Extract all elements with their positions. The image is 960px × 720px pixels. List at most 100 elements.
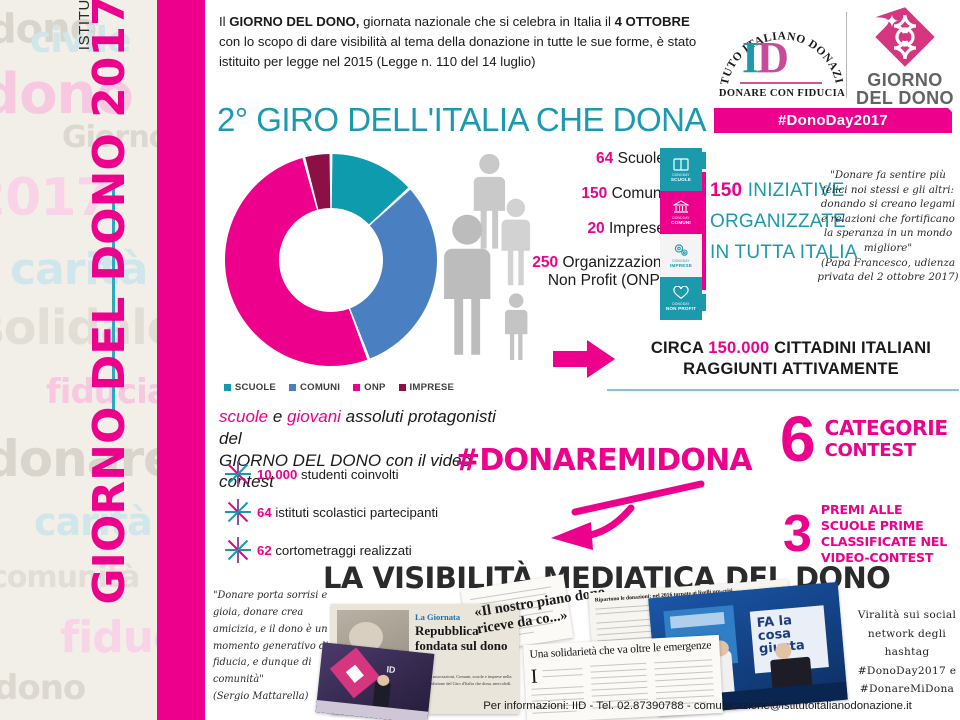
gdd-line-2: DEL DONO: [856, 87, 954, 108]
three-line-2: CLASSIFICATE NEL VIDEO-CONTEST: [820, 534, 948, 566]
poster-title: GIORNO DEL DONO 2017: [84, 0, 135, 605]
stat-number: 150: [581, 184, 608, 202]
six-line-1: CATEGORIE: [824, 415, 948, 440]
iid-arc-text: ISTITUTO ITALIANO DONAZIONE: [718, 6, 844, 86]
viralita-line-1: Viralità sui social: [857, 609, 957, 621]
mattarella-quote: "Donare porta sorrisi e gioia, donare cr…: [213, 588, 331, 706]
bullet-item: 64 istituti scolastici partecipanti: [223, 493, 523, 531]
stat-number: 20: [587, 219, 605, 237]
stat-number: 64: [596, 150, 614, 167]
sidebar-watermark-texture: dono civile dono Giorno 2017 carità soli…: [0, 5, 205, 708]
mattarella-quote-text: "Donare porta sorrisi e gioia, donare cr…: [213, 590, 329, 686]
iniziative-bar-bottom: [702, 294, 706, 311]
asterisk-star-icon: [223, 497, 257, 527]
donut-chart: SCUOLE COMUNI ONP IMPRESE: [213, 148, 465, 406]
six-categories-block: 6 CATEGORIE CONTEST: [780, 403, 948, 475]
bullet-text: 62 cortometraggi realizzati: [257, 542, 412, 558]
intro-segment: con lo scopo di dare visibilità al tema …: [219, 34, 697, 70]
legend-swatch: [289, 384, 297, 391]
circa-line-2: RAGGIUNTI ATTIVAMENTE: [683, 359, 899, 378]
badge-name-label: COMUNI: [671, 220, 691, 225]
intro-paragraph: Il GIORNO DEL DONO, giornata nazionale c…: [219, 12, 699, 72]
hashtag-donaremidona: #DONAREMIDONA: [455, 443, 753, 478]
scuole-highlight-1: scuole: [219, 407, 269, 426]
bullet-text: 64 istituti scolastici partecipanti: [257, 504, 439, 520]
iniziative-bar-middle: [702, 172, 706, 290]
iid-monogram: ID: [742, 33, 789, 82]
legend-swatch: [223, 384, 231, 391]
donut-slice-onp: [225, 157, 368, 366]
iniziative-block: 150 INIZIATIVE ORGANIZZATE IN TUTTA ITAL…: [710, 176, 870, 268]
intro-bold-segment: 4 OTTOBRE: [614, 14, 690, 29]
press-clippings: La Giornata Repubblica fondata sul dono …: [315, 574, 848, 720]
badge-imprese[interactable]: DONODAY IMPRESE: [660, 234, 702, 277]
asterisk-star-icon: [223, 459, 257, 489]
viralita-line-4: #DonoDay2017 e: [857, 664, 957, 677]
iniziative-line-2: ORGANIZZATE: [710, 210, 846, 232]
viralita-note: Viralità sui social network degli hashta…: [853, 606, 960, 699]
iniziative-word: INIZIATIVE: [747, 180, 845, 201]
badge-top-label: DONODAY: [672, 302, 690, 306]
badge-top-label: DONODAY: [672, 172, 690, 177]
three-number: 3: [783, 505, 812, 564]
giorno-del-dono-logo: GIORNO DEL DONO: [856, 6, 954, 107]
donut-slice-scuole: [331, 154, 409, 225]
diamond-icon: [869, 6, 941, 68]
logo-divider: [846, 12, 847, 98]
monogram-letter-i: I: [742, 33, 759, 82]
bullet-number: 62: [257, 542, 272, 558]
sidebar-credit: powered by ISTITUTO ITALIANO DELLA DONAZ…: [58, 0, 93, 130]
clipping-kicker: La Giornata: [415, 612, 461, 622]
legend-label: SCUOLE: [234, 382, 277, 393]
asterisk-star-icon: [223, 535, 257, 565]
sidebar-pink-bar: [157, 0, 205, 720]
stats-list: 64 Scuole 150 Comuni 20 Imprese 250 Organiz…: [495, 150, 665, 307]
viralita-line-2: network degli: [867, 627, 947, 640]
stat-label-line-2: Non Profit (ONP): [547, 272, 665, 290]
legend-swatch: [398, 384, 406, 391]
donut-chart-svg: [225, 154, 437, 366]
legend-label: IMPRESE: [409, 382, 455, 393]
category-badges: DONODAY SCUOLE DONODAY COMUNI DONODAY IMPRESE…: [660, 148, 702, 320]
papa-quote-attribution: (Papa Francesco, udienza privata del 2 o…: [817, 256, 959, 284]
viralita-line-5: #DonareMiDona: [859, 683, 955, 696]
mattarella-quote-attribution: (Sergio Mattarella): [213, 691, 309, 703]
clipping-headline: Repubblica fondata sul dono: [415, 623, 508, 653]
stat-label: Comuni: [607, 184, 665, 202]
badge-scuole[interactable]: DONODAY SCUOLE: [660, 148, 702, 191]
curved-arrow-icon: [535, 478, 705, 555]
intro-segment: Il: [219, 14, 230, 29]
badge-name-label: IMPRESE: [669, 263, 693, 268]
stat-label: Scuole: [613, 150, 665, 167]
bank-icon: [671, 200, 691, 214]
viralita-line-3: hashtag: [884, 646, 930, 659]
papa-quote-text: "Donare fa sentire più felici noi stessi…: [820, 169, 956, 255]
six-number: 6: [780, 403, 816, 475]
book-icon: [673, 157, 689, 171]
circa-post: CITTADINI ITALIANI: [769, 339, 932, 357]
badge-non-profit[interactable]: DONODAY NON PROFIT: [660, 277, 702, 320]
stat-row: 150 Comuni: [495, 185, 665, 203]
legend-item-imprese: IMPRESE: [398, 382, 455, 393]
badge-comuni[interactable]: DONODAY COMUNI: [660, 191, 702, 234]
people-silhouettes: [443, 152, 568, 362]
logo-block: ISTITUTO ITALIANO DONAZIONE ID DONARE CO…: [714, 4, 956, 133]
intro-segment: giornata nazionale che si celebra in Ita…: [359, 14, 615, 29]
pink-arrow-icon: [553, 340, 615, 383]
six-line-2: CONTEST: [824, 440, 917, 462]
iniziative-bar-top: [702, 152, 706, 169]
legend-label: COMUNI: [300, 382, 341, 393]
circa-pre: CIRCA: [650, 339, 709, 357]
bullet-item: 10.000 studenti coinvolti: [223, 455, 523, 493]
organization-name: ISTITUTO ITALIANO DELLA DONAZIONE (IID): [76, 0, 93, 130]
iid-tagline: DONARE CON FIDUCIA: [718, 88, 846, 99]
scuole-highlight-2: giovani: [287, 407, 341, 426]
badge-top-label: DONODAY: [672, 216, 690, 220]
legend-label: ONP: [364, 382, 386, 393]
chart-legend: SCUOLE COMUNI ONP IMPRESE: [219, 382, 459, 393]
main-content: Il GIORNO DEL DONO, giornata nazionale c…: [205, 0, 960, 720]
footer-contact: Per informazioni: IID - Tel. 02.87390788…: [483, 700, 912, 712]
donoday-hashtag-ribbon: #DonoDay2017: [714, 108, 952, 133]
stat-row: 250 Organizzazioni Non Profit (ONP): [495, 254, 665, 290]
